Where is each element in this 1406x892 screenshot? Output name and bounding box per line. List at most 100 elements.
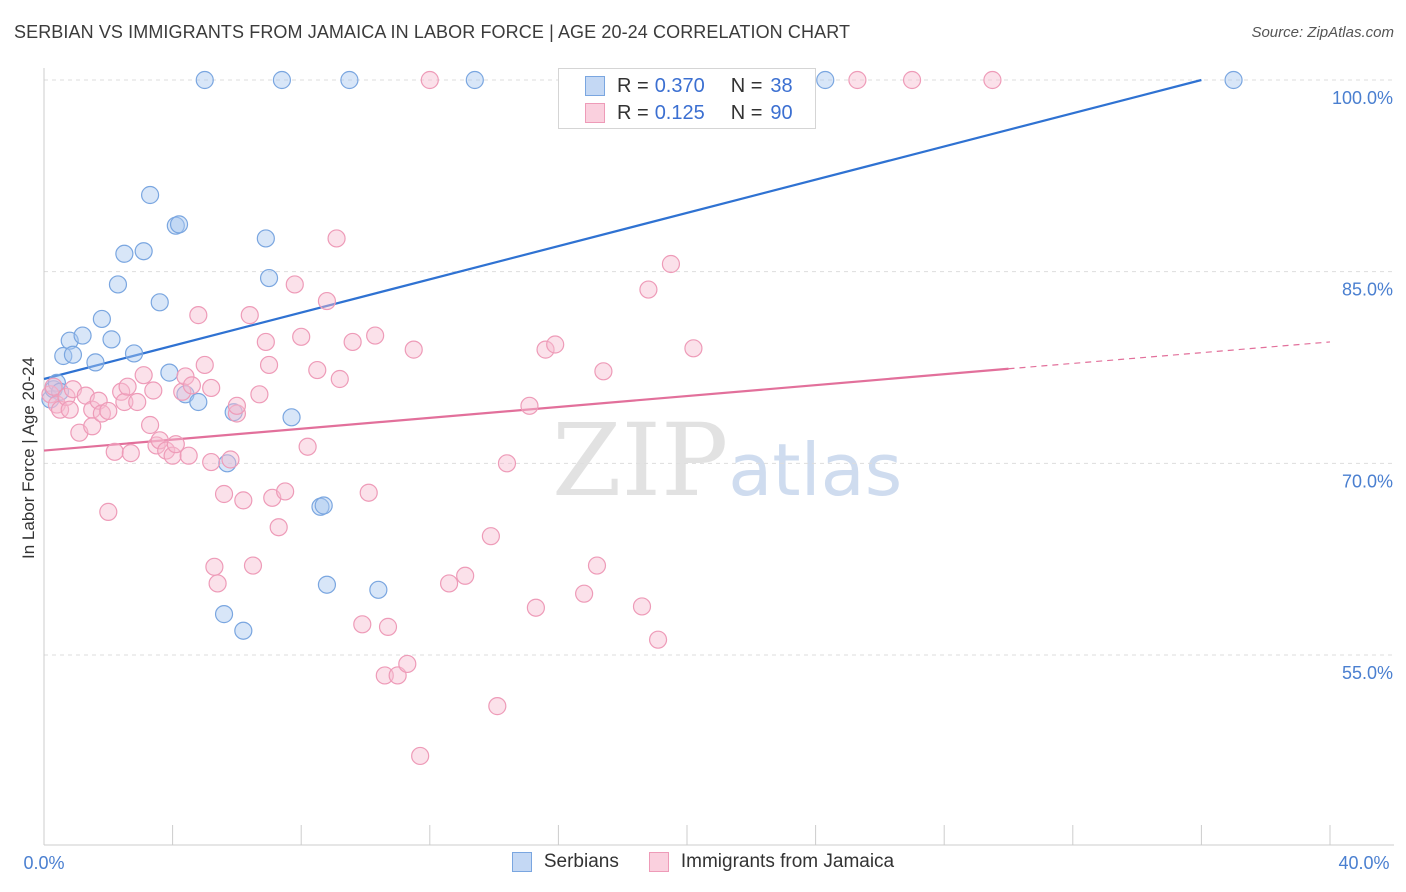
serbians-point: [150, 293, 169, 312]
jamaica-point: [594, 362, 613, 381]
jamaica-point: [456, 566, 475, 585]
jamaica-point: [292, 327, 311, 346]
jamaica-point: [481, 527, 500, 546]
y-tick-label: 100.0%: [1332, 88, 1393, 108]
axes: [43, 68, 1394, 846]
jamaica-point: [182, 376, 201, 395]
jamaica-point: [105, 442, 124, 461]
jamaica-point: [221, 450, 240, 469]
jamaica-point: [195, 355, 214, 375]
jamaica-point: [298, 437, 317, 456]
serbians-point: [816, 70, 835, 90]
jamaica-point: [536, 340, 555, 359]
jamaica-point: [366, 326, 385, 345]
legend-r-label: R =: [617, 74, 649, 97]
jamaica-point: [202, 452, 221, 472]
jamaica-point: [308, 360, 327, 380]
jamaica-point: [575, 584, 594, 603]
jamaica-point: [330, 369, 349, 389]
legend-r-label: R =: [617, 101, 649, 124]
jamaica-point: [661, 254, 681, 274]
serbians-point: [214, 605, 234, 624]
jamaica-point: [240, 306, 259, 325]
legend-r-value: 0.370: [654, 74, 705, 97]
serbians-point: [314, 496, 333, 515]
jamaica-point: [983, 70, 1002, 90]
jamaica-point: [269, 518, 288, 537]
jamaica-point: [375, 666, 394, 685]
jamaica-point: [343, 332, 362, 352]
y-tick-label: 70.0%: [1342, 471, 1393, 491]
jamaica-point: [497, 454, 517, 473]
legend-item-serbians[interactable]: Serbians: [511, 851, 619, 873]
trend-line-extension: [1008, 341, 1331, 370]
jamaica-point: [411, 746, 430, 766]
serbians-point: [160, 363, 179, 382]
serbians-point: [140, 185, 160, 205]
serbians-point: [465, 70, 484, 90]
jamaica-point: [256, 332, 275, 352]
jamaica-point: [317, 291, 337, 311]
y-tick-label: 55.0%: [1342, 663, 1393, 683]
jamaica-point: [259, 355, 279, 375]
watermark: ZIPatlas: [552, 402, 902, 519]
jamaica-point: [140, 415, 160, 435]
legend-n-value: 90: [770, 101, 793, 124]
serbians-point: [124, 344, 144, 363]
legend-swatch-serbians: [511, 852, 532, 872]
legend-n-label: N =: [730, 74, 763, 97]
serbians-point: [115, 244, 134, 263]
serbians-point: [92, 309, 111, 329]
series-legend: Serbians Immigrants from Jamaica: [0, 851, 1406, 873]
jamaica-point: [848, 70, 867, 90]
jamaica-point: [526, 598, 545, 617]
jamaica-point: [404, 340, 423, 359]
legend-label-serbians: Serbians: [543, 851, 619, 872]
serbians-point: [189, 392, 208, 412]
jamaica-point: [439, 574, 459, 593]
trend-line-jamaica: [43, 367, 1009, 452]
legend-n-label: N =: [730, 101, 763, 124]
legend-swatch-jamaica: [648, 852, 669, 872]
legend-row-jamaica: R = 0.125 N = 90: [585, 100, 793, 126]
jamaica-point: [176, 367, 195, 386]
jamaica-point: [144, 381, 163, 400]
jamaica-point: [163, 446, 182, 465]
legend-item-jamaica[interactable]: Immigrants from Jamaica: [648, 851, 895, 873]
jamaica-point: [227, 404, 246, 423]
serbians-point: [73, 326, 92, 345]
source-label: Source: ZipAtlas.com: [1251, 24, 1394, 41]
jamaica-point: [902, 70, 922, 90]
jamaica-point: [128, 392, 147, 412]
y-tick-label: 85.0%: [1342, 280, 1393, 300]
jamaica-point: [353, 615, 372, 634]
data-points: [41, 70, 1243, 766]
jamaica-point: [173, 382, 192, 401]
tick-labels: 55.0% 70.0% 85.0% 100.0% 0.0% 40.0%: [23, 88, 1393, 873]
jamaica-point: [648, 630, 668, 649]
jamaica-point: [208, 574, 227, 593]
jamaica-point: [189, 306, 208, 325]
serbians-point: [169, 215, 189, 234]
chart-title: SERBIAN VS IMMIGRANTS FROM JAMAICA IN LA…: [14, 22, 851, 42]
x-tick-label: 0.0%: [23, 853, 64, 873]
jamaica-point: [99, 401, 118, 421]
serbians-point: [369, 580, 388, 599]
jamaica-point: [250, 385, 269, 404]
watermark-atlas: atlas: [728, 428, 903, 512]
legend-row-serbians: R = 0.370 N = 38: [585, 73, 793, 99]
jamaica-point: [118, 377, 137, 396]
serbians-point: [234, 621, 253, 640]
jamaica-point: [99, 502, 118, 521]
legend-label-jamaica: Immigrants from Jamaica: [680, 851, 895, 872]
jamaica-point: [214, 484, 234, 504]
legend-r-value: 0.125: [654, 101, 705, 124]
y-axis-label: In Labor Force | Age 20-24: [19, 357, 38, 559]
serbians-point: [102, 330, 121, 349]
serbians-point: [259, 268, 279, 288]
jamaica-point: [147, 436, 166, 455]
jamaica-point: [227, 396, 246, 415]
jamaica-point: [115, 392, 134, 412]
serbians-point: [54, 346, 73, 366]
